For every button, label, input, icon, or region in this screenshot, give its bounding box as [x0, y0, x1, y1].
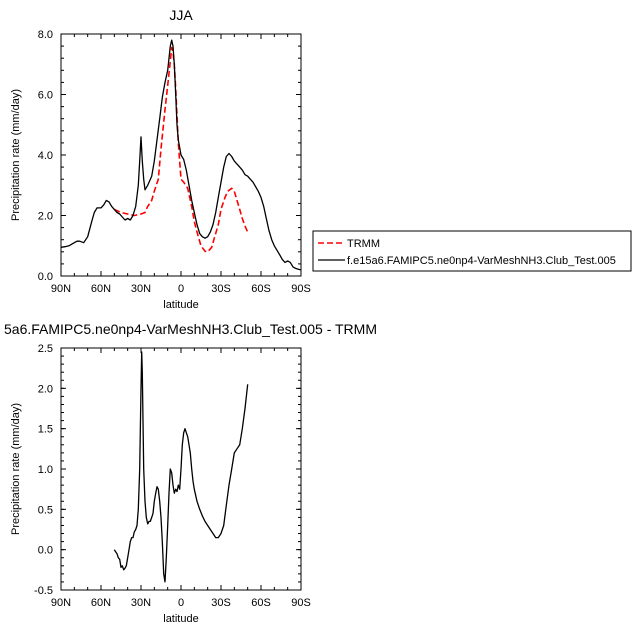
series-line-0	[113, 351, 249, 583]
y-tick-label: 0.5	[38, 504, 53, 516]
y-tick-label: 2.0	[38, 383, 53, 395]
y-tick-label: 6.0	[38, 90, 53, 102]
y-tick-label: 0.0	[38, 545, 53, 557]
y-tick-label: 4.0	[38, 150, 53, 162]
y-tick-label: 0.0	[38, 271, 53, 283]
y-tick-label: 1.0	[38, 464, 53, 476]
x-tick-label: 30N	[131, 597, 151, 609]
series-line-0	[113, 46, 249, 253]
chart-title: 5a6.FAMIPC5.ne0np4-VarMeshNH3.Club_Test.…	[4, 321, 377, 337]
x-tick-label: 90N	[51, 597, 71, 609]
y-tick-label: 2.5	[38, 343, 53, 355]
chart-top: 90N 60N 30N 0 30S 60S 90S 0.0 2.0 4.0 6.0 8.0 JJA lat…	[10, 7, 311, 311]
x-tick-label: 60N	[91, 283, 111, 295]
x-tick-label: 30S	[211, 283, 231, 295]
x-tick-label: 90S	[291, 597, 311, 609]
x-tick-label: 60N	[91, 597, 111, 609]
legend: TRMM f.e15a6.FAMIPC5.ne0np4-VarMeshNH3.Cl…	[312, 230, 632, 272]
legend-label-1: f.e15a6.FAMIPC5.ne0np4-VarMeshNH3.Club_T…	[347, 255, 616, 267]
chart-bottom: 90N 60N 30N 0 30S 60S 90S -0.5 0.0 0.5 1.0 1.5 2.0 2.…	[4, 321, 377, 625]
y-tick-label: 2.0	[38, 211, 53, 223]
x-tick-label: 60S	[251, 597, 271, 609]
x-tick-label: 30N	[131, 283, 151, 295]
y-tick-label: 1.5	[38, 424, 53, 436]
x-axis-label: latitude	[163, 299, 198, 311]
x-tick-label: 60S	[251, 283, 271, 295]
series-line-1	[61, 39, 301, 271]
y-tick-label: 8.0	[38, 29, 53, 41]
x-tick-label: 0	[178, 283, 184, 295]
legend-box	[312, 230, 632, 272]
chart-title: JJA	[169, 7, 193, 23]
x-tick-label: 0	[178, 597, 184, 609]
y-tick-label: -0.5	[34, 585, 53, 597]
y-axis-label: Precipitation rate (mm/day)	[10, 89, 22, 221]
x-tick-label: 30S	[211, 597, 231, 609]
y-axis-label: Precipitation rate (mm/day)	[10, 403, 22, 535]
x-axis-label: latitude	[163, 613, 198, 625]
x-tick-label: 90N	[51, 283, 71, 295]
x-tick-label: 90S	[291, 283, 311, 295]
legend-label-0: TRMM	[347, 238, 380, 250]
